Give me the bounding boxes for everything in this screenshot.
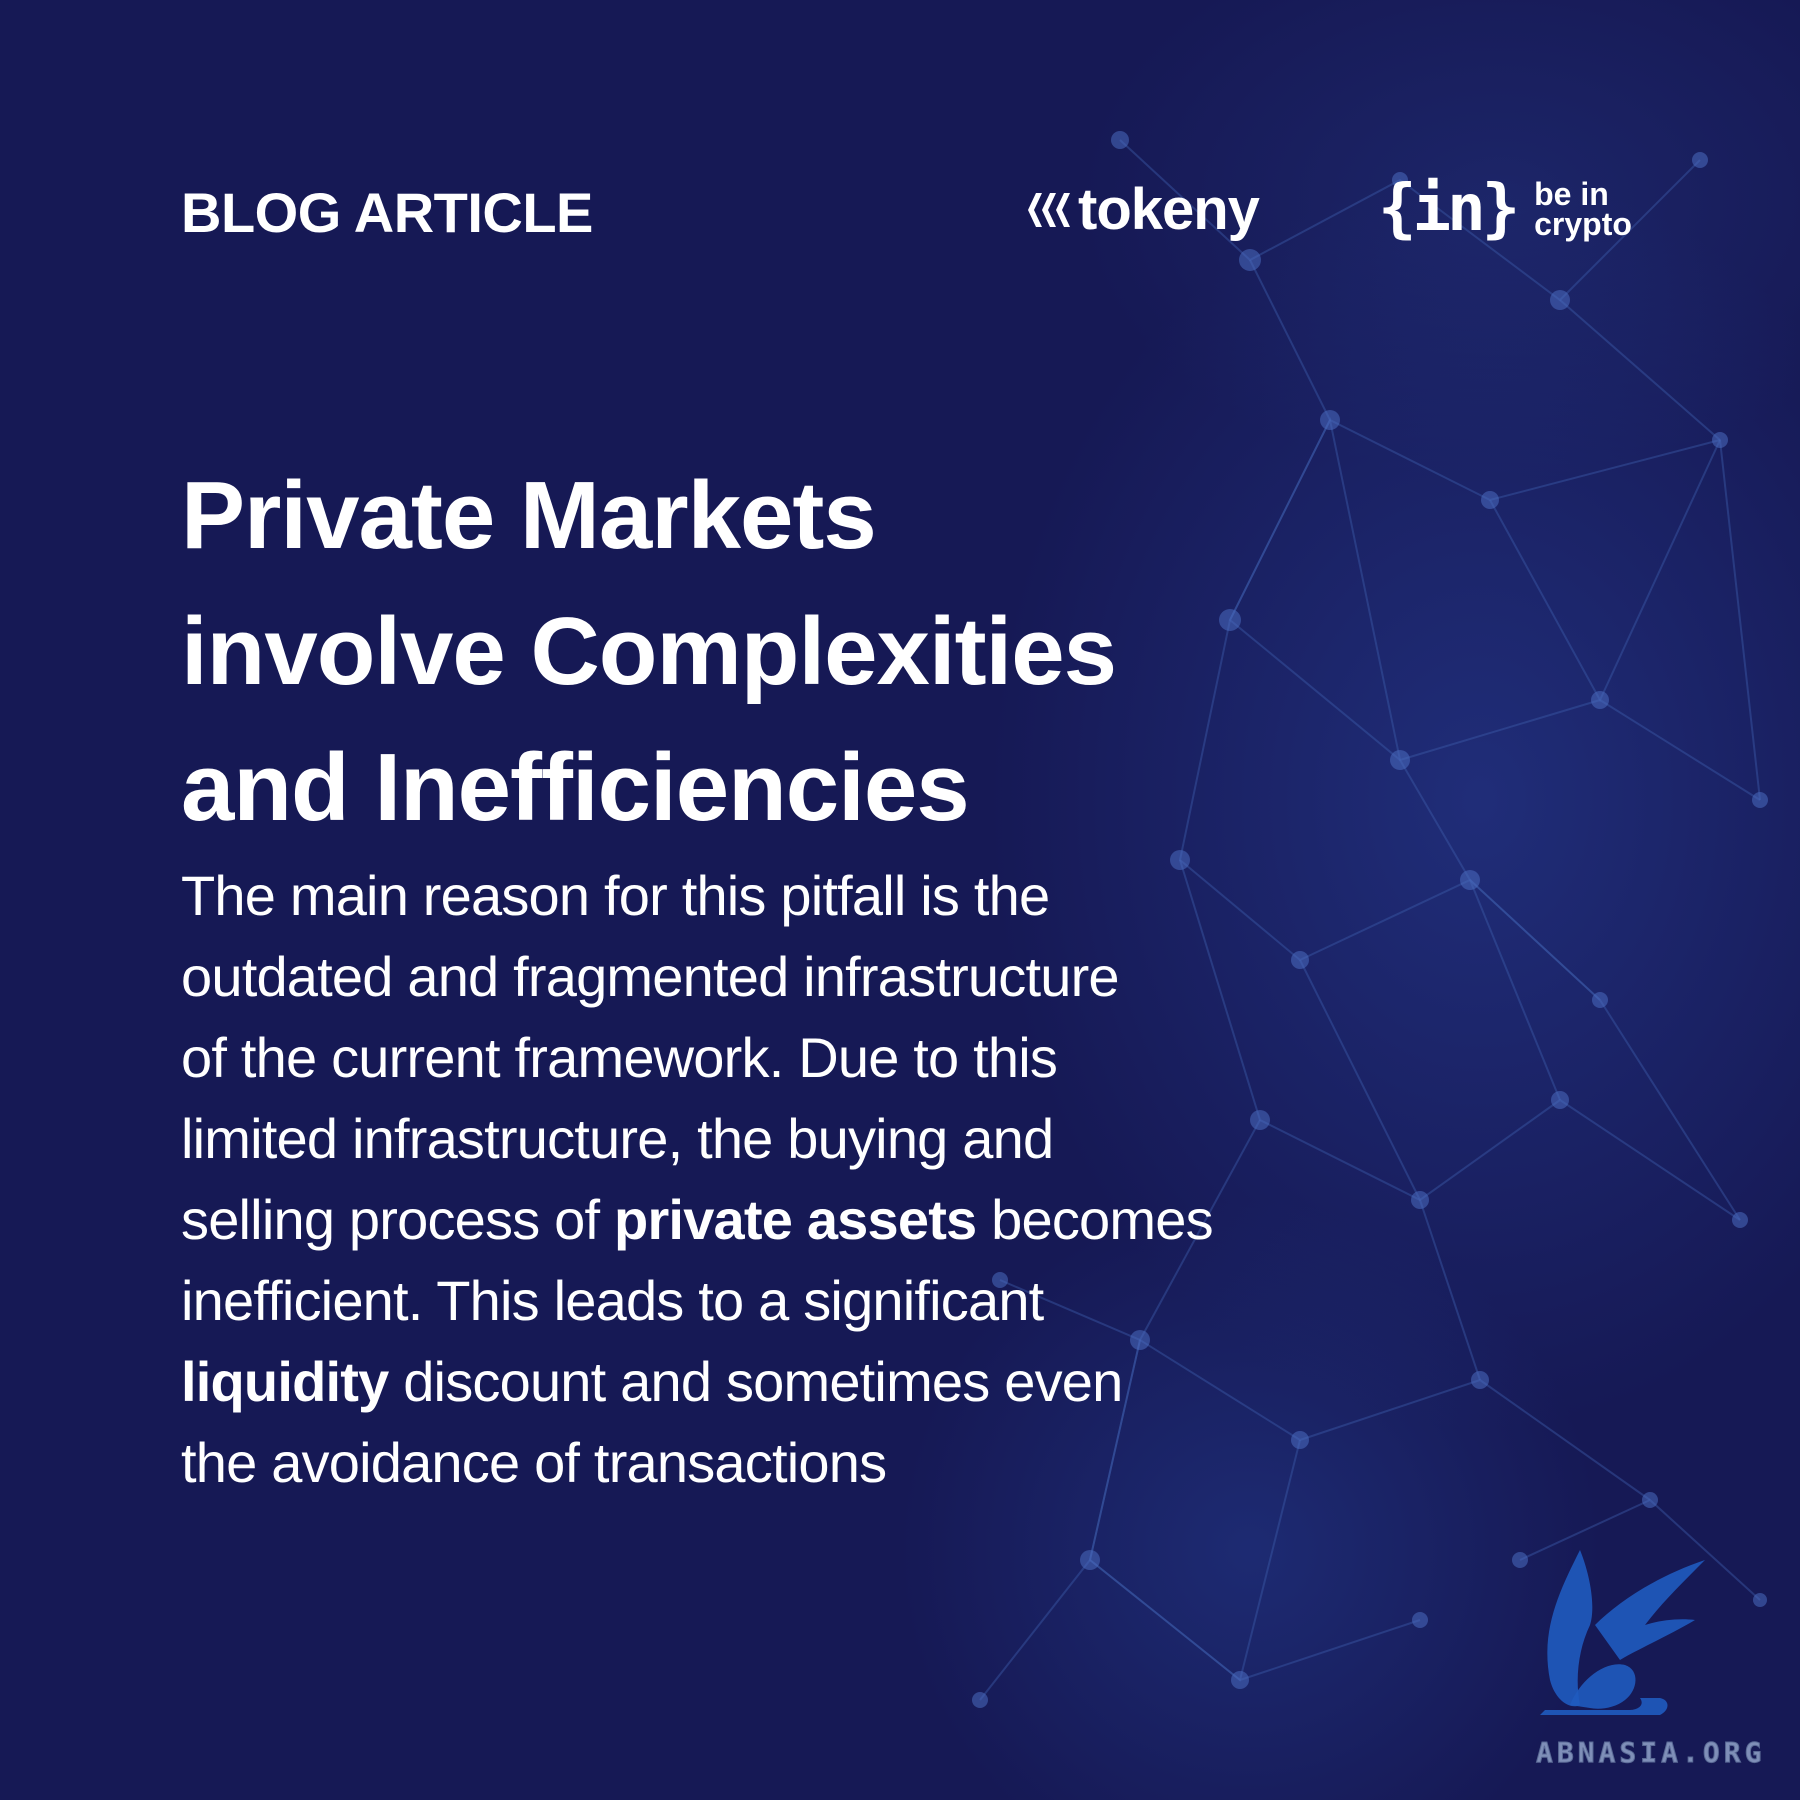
griffin-watermark-icon [1540, 1550, 1705, 1715]
body-line: the avoidance of transactions [181, 1431, 887, 1494]
body-text: becomes [976, 1188, 1213, 1251]
title-line: and Inefficiencies [181, 734, 970, 841]
tokeny-mark-icon [1028, 192, 1070, 227]
watermark-text: ABNASIA.ORG [1535, 1736, 1766, 1770]
tokeny-logo: tokeny [1028, 176, 1260, 243]
article-body: The main reason for this pitfall is the … [181, 855, 1281, 1503]
title-line: Private Markets [181, 462, 877, 569]
body-line: limited infrastructure, the buying and [181, 1107, 1054, 1170]
beincrypto-line2: crypto [1534, 206, 1632, 242]
title-line: involve Complexities [181, 598, 1117, 705]
emphasis-liquidity: liquidity [181, 1350, 389, 1413]
blog-article-label: BLOG ARTICLE [181, 181, 593, 244]
body-text: selling process of [181, 1188, 615, 1251]
body-line: selling process of private assets become… [181, 1179, 1281, 1260]
tokeny-wordmark: tokeny [1078, 177, 1260, 242]
article-title: Private Markets involve Complexities and… [181, 448, 1181, 856]
body-line: inefficient. This leads to a significant [181, 1269, 1044, 1332]
beincrypto-line1: be in [1534, 176, 1609, 212]
body-text: discount and sometimes even [388, 1350, 1123, 1413]
body-line: outdated and fragmented infrastructure [181, 945, 1120, 1008]
body-line: The main reason for this pitfall is the [181, 864, 1050, 927]
beincrypto-logo: {in} be in crypto [1378, 172, 1632, 246]
emphasis-private-assets: private assets [614, 1188, 977, 1251]
body-line: liquidity discount and sometimes even [181, 1341, 1281, 1422]
beincrypto-mark-icon: {in} [1378, 172, 1520, 246]
body-line: of the current framework. Due to this [181, 1026, 1058, 1089]
